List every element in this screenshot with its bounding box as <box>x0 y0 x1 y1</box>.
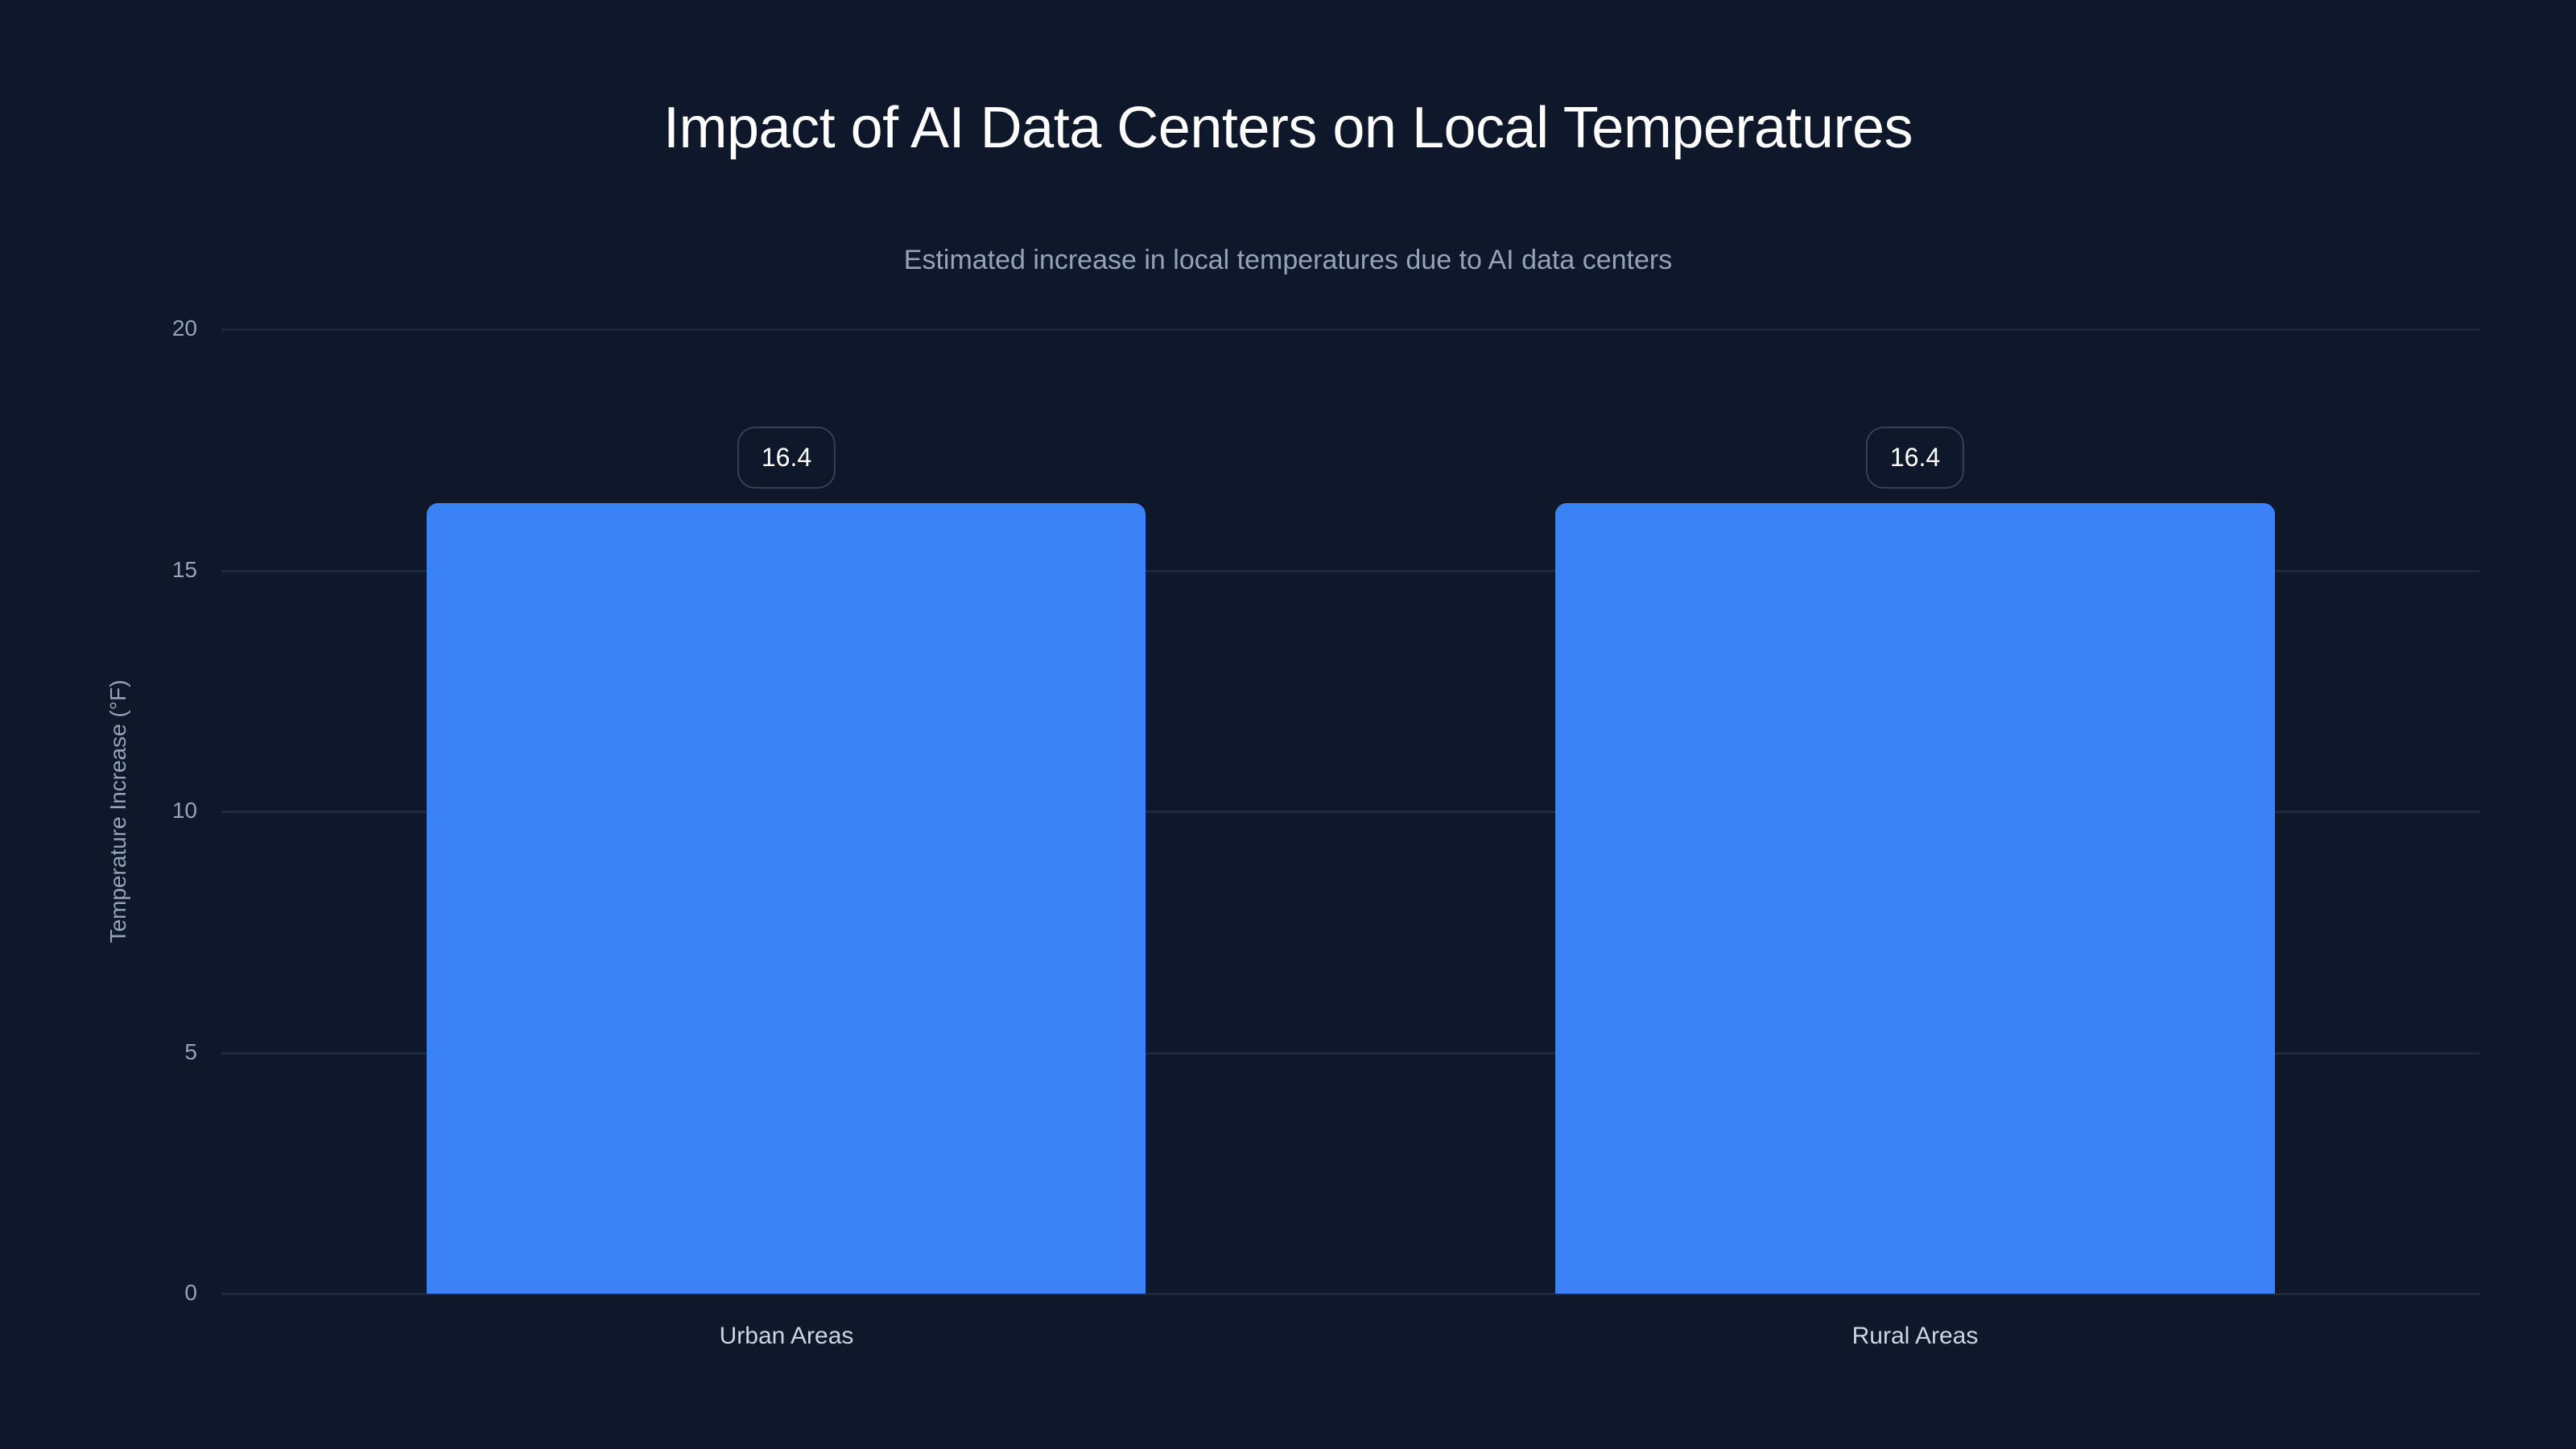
data-label-rural-areas: 16.4 <box>1865 427 1965 489</box>
data-label-urban-areas: 16.4 <box>737 427 836 489</box>
gridline-20 <box>221 328 2479 331</box>
gridline-0 <box>221 1293 2479 1295</box>
gridline-10 <box>221 811 2479 813</box>
chart-title: Impact of AI Data Centers on Local Tempe… <box>663 96 1913 160</box>
bar-urban-areas[interactable] <box>427 503 1146 1294</box>
x-tick-rural-areas: Rural Areas <box>1852 1323 1979 1349</box>
y-tick-15: 15 <box>171 557 197 582</box>
gridline-5 <box>221 1052 2479 1055</box>
y-tick-10: 10 <box>171 798 197 823</box>
plot-area <box>221 328 2479 1295</box>
chart-subtitle: Estimated increase in local temperatures… <box>903 245 1673 275</box>
y-tick-20: 20 <box>171 316 197 341</box>
gridline-15 <box>221 570 2479 572</box>
y-tick-5: 5 <box>184 1039 197 1064</box>
x-tick-urban-areas: Urban Areas <box>719 1323 854 1349</box>
y-tick-0: 0 <box>184 1280 197 1305</box>
bar-rural-areas[interactable] <box>1555 503 2275 1294</box>
